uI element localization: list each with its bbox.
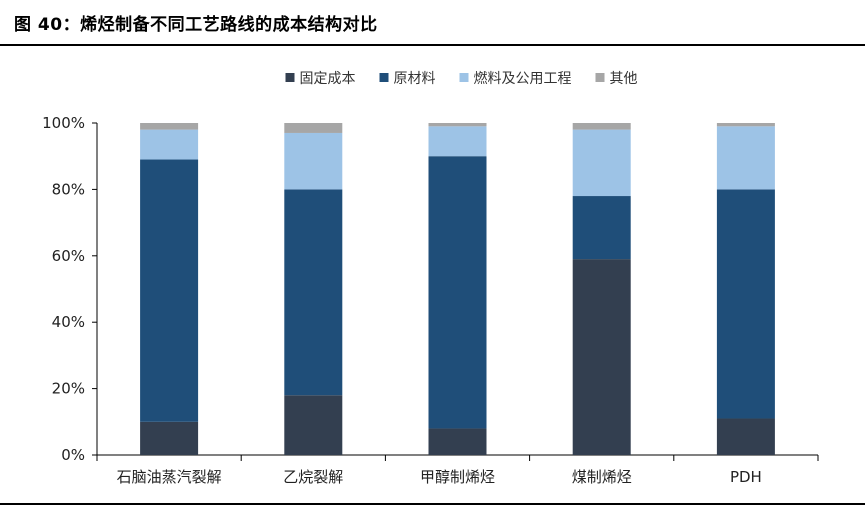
bar-segment [428, 156, 487, 429]
x-tick-label: 煤制烯烃 [572, 468, 632, 486]
legend-swatch [379, 73, 389, 82]
bar-segment [572, 129, 631, 197]
bar-segment [140, 421, 199, 455]
bar-segment [716, 418, 775, 455]
x-tick-label: 甲醇制烯烃 [420, 468, 495, 486]
legend-label: 其他 [610, 71, 638, 87]
page-title: 图 40：烯烃制备不同工艺路线的成本结构对比 [14, 15, 378, 35]
chart-legend: 固定成本 原材料 燃料及公用工程 其他 [285, 70, 638, 87]
bar-segment [428, 123, 487, 127]
bar-segment [428, 126, 487, 157]
bar-segment [284, 132, 343, 190]
bar-segment [716, 189, 775, 419]
legend-label: 固定成本 [300, 71, 356, 87]
y-tick-label: 40% [52, 313, 85, 331]
x-tick-label: 乙烷裂解 [283, 468, 343, 486]
bar-segment [284, 123, 343, 133]
bar-segment [140, 129, 199, 160]
y-tick-label: 80% [52, 180, 85, 198]
bar-segment [284, 395, 343, 455]
legend-swatch [285, 73, 295, 82]
bar-segment [140, 159, 199, 422]
legend-swatch [459, 73, 469, 82]
bar-segment [140, 123, 199, 130]
bar-segment [284, 189, 343, 396]
y-tick-label: 60% [52, 247, 85, 265]
legend-swatch [595, 73, 605, 82]
chart-axes: 0% 20% 40% 60% 80% 100% 石脑油蒸汽裂解 乙烷裂解 甲醇制烯烃 煤制烯烃 PD… [42, 114, 819, 486]
chart-bars [140, 123, 775, 455]
bar-segment [716, 126, 775, 190]
bar-segment [716, 123, 775, 127]
title-bar: 图 40：烯烃制备不同工艺路线的成本结构对比 [0, 0, 865, 44]
x-tick-label: PDH [730, 468, 762, 486]
bar-segment [428, 428, 487, 455]
bar-segment [572, 259, 631, 455]
bottom-divider [0, 503, 865, 505]
bar-segment [572, 123, 631, 130]
y-tick-label: 0% [61, 446, 85, 464]
bar-segment [572, 196, 631, 260]
legend-label: 燃料及公用工程 [474, 70, 572, 87]
legend-label: 原材料 [394, 71, 436, 87]
x-tick-label: 石脑油蒸汽裂解 [117, 468, 222, 486]
y-tick-label: 20% [52, 380, 85, 398]
y-tick-label: 100% [42, 114, 85, 132]
title-divider [0, 44, 865, 46]
